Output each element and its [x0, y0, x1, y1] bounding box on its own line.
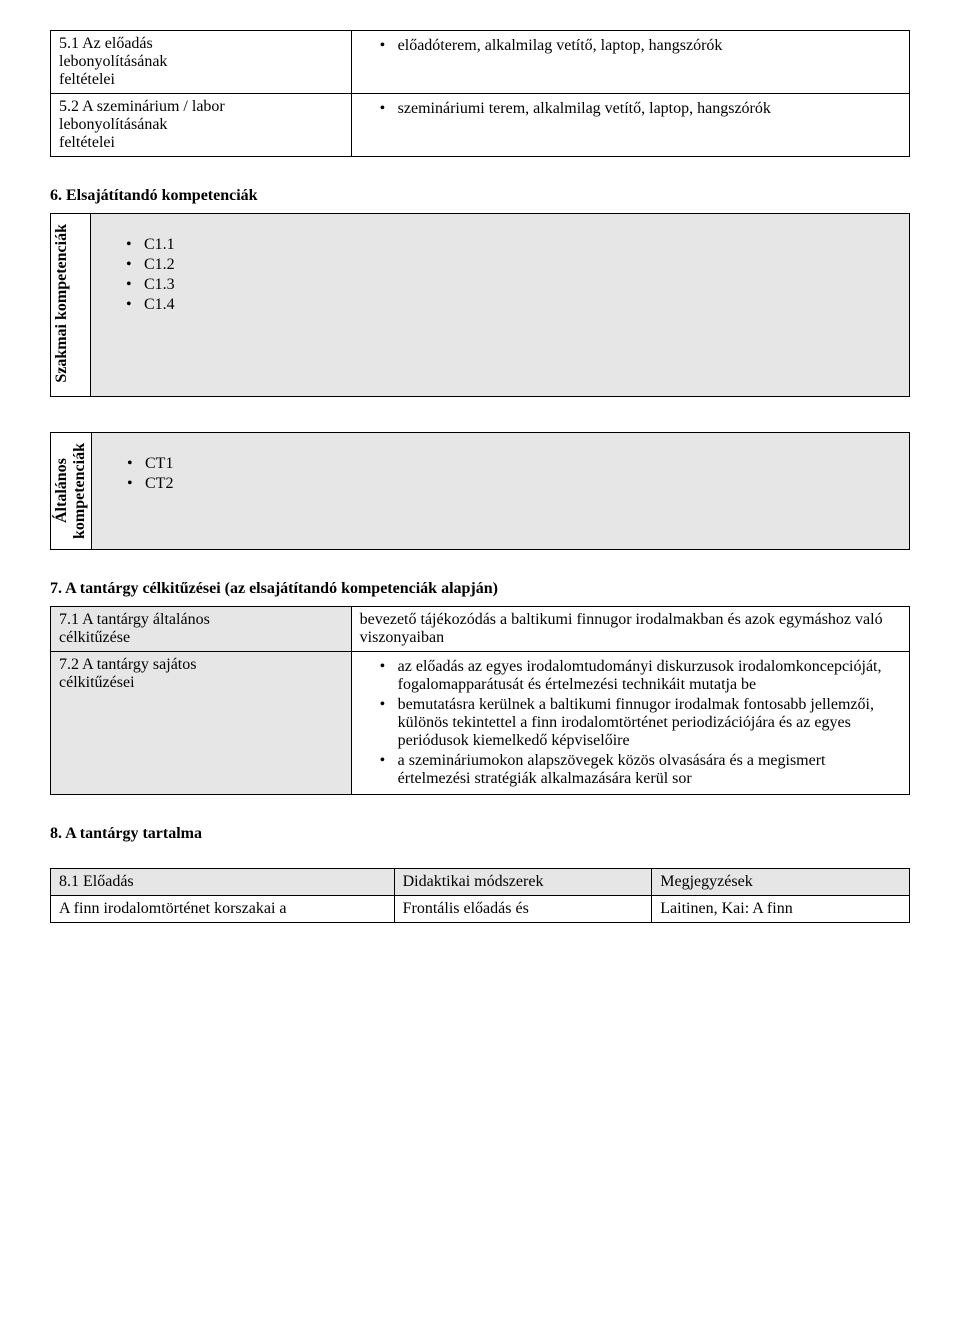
s7-row2-value: az előadás az egyes irodalomtudományi di… — [351, 652, 909, 795]
s7-row1-label: 7.1 A tantárgy általános célkitűzése — [51, 607, 352, 652]
list-item: CT1 — [127, 455, 894, 473]
text: célkitűzése — [59, 629, 130, 646]
section-6-heading: 6. Elsajátítandó kompetenciák — [50, 187, 910, 205]
text: lebonyolításának — [59, 53, 167, 70]
text: feltételei — [59, 71, 115, 88]
list-item: C1.1 — [126, 236, 894, 254]
section-7-heading: 7. A tantárgy célkitűzései (az elsajátít… — [50, 580, 910, 598]
s6-list2: CT1 CT2 — [107, 455, 894, 493]
section-6-table-1: Szakmai kompetenciák C1.1 C1.2 C1.3 C1.4 — [50, 213, 910, 397]
s5-row1-value: előadóterem, alkalmilag vetítő, laptop, … — [351, 31, 909, 94]
section-7-table: 7.1 A tantárgy általános célkitűzése bev… — [50, 606, 910, 795]
section-8-heading: 8. A tantárgy tartalma — [50, 825, 910, 843]
s6-list1: C1.1 C1.2 C1.3 C1.4 — [106, 236, 894, 314]
s6-right1: C1.1 C1.2 C1.3 C1.4 — [91, 214, 910, 397]
vertical-label: Szakmai kompetenciák — [53, 224, 71, 383]
vertical-label: Általános kompetenciák — [53, 443, 89, 539]
s8-head-3: Megjegyzések — [652, 869, 910, 896]
list-item: CT2 — [127, 475, 894, 493]
section-8-table: 8.1 Előadás Didaktikai módszerek Megjegy… — [50, 868, 910, 923]
s8-row1-c1: A finn irodalomtörténet korszakai a — [51, 896, 395, 923]
text: lebonyolításának — [59, 116, 167, 133]
s5-row2-label: 5.2 A szeminárium / labor lebonyolításán… — [51, 94, 352, 157]
list-item: az előadás az egyes irodalomtudományi di… — [380, 658, 901, 694]
s8-head-1: 8.1 Előadás — [51, 869, 395, 896]
s7-list: az előadás az egyes irodalomtudományi di… — [360, 658, 901, 788]
s5-row1-label: 5.1 Az előadás lebonyolításának feltétel… — [51, 31, 352, 94]
section-5-table: 5.1 Az előadás lebonyolításának feltétel… — [50, 30, 910, 157]
list-item: C1.4 — [126, 296, 894, 314]
text: célkitűzései — [59, 674, 135, 691]
list-item: C1.3 — [126, 276, 894, 294]
s6-right2: CT1 CT2 — [92, 433, 910, 550]
text: 5.1 Az előadás — [59, 35, 153, 52]
s5-row2-value: szemináriumi terem, alkalmilag vetítő, l… — [351, 94, 909, 157]
text: 7.2 A tantárgy sajátos — [59, 656, 196, 673]
s6-left2: Általános kompetenciák — [51, 433, 92, 550]
s8-row1-c2: Frontális előadás és — [394, 896, 652, 923]
s6-left1: Szakmai kompetenciák — [51, 214, 91, 397]
text: feltételei — [59, 134, 115, 151]
s7-row2-label: 7.2 A tantárgy sajátos célkitűzései — [51, 652, 352, 795]
text: 7.1 A tantárgy általános — [59, 611, 210, 628]
section-6-table-2: Általános kompetenciák CT1 CT2 — [50, 432, 910, 550]
s8-row1-c3: Laitinen, Kai: A finn — [652, 896, 910, 923]
text: 5.2 A szeminárium / labor — [59, 98, 225, 115]
s8-head-2: Didaktikai módszerek — [394, 869, 652, 896]
text: 7. A tantárgy célkitűzései (az elsajátít… — [50, 580, 498, 597]
list-item: a szemináriumokon alapszövegek közös olv… — [380, 752, 901, 788]
list-item: szemináriumi terem, alkalmilag vetítő, l… — [380, 100, 901, 118]
list-item: bemutatásra kerülnek a baltikumi finnugo… — [380, 696, 901, 750]
text: Általános — [53, 459, 70, 524]
list-item: C1.2 — [126, 256, 894, 274]
s7-row1-value: bevezető tájékozódás a baltikumi finnugo… — [351, 607, 909, 652]
text: kompetenciák — [71, 443, 88, 539]
list-item: előadóterem, alkalmilag vetítő, laptop, … — [380, 37, 901, 55]
